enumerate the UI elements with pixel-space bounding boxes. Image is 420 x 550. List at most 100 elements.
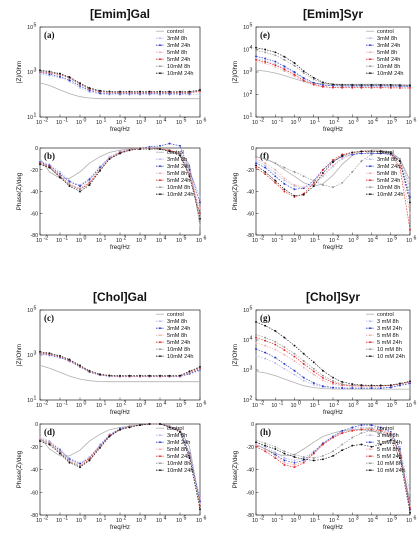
x-tick-exponent: 1 (104, 401, 107, 407)
data-point (188, 457, 191, 460)
data-point (274, 168, 277, 171)
legend-marker (159, 448, 161, 451)
legend-entry: 10 mM 24h (377, 354, 405, 360)
x-tick-label: 10 (252, 238, 258, 244)
x-tick-exponent: 5 (184, 401, 187, 407)
data-point (409, 511, 411, 514)
data-point (179, 431, 181, 433)
data-point (321, 172, 324, 174)
y-tick-label: -40 (247, 190, 255, 196)
x-tick-exponent: 3 (356, 401, 359, 407)
y-tick-label: -80 (247, 233, 255, 239)
data-point (341, 181, 344, 184)
data-point (312, 361, 315, 364)
data-point (370, 86, 373, 89)
data-point (179, 144, 181, 147)
data-point (283, 55, 286, 58)
x-tick-exponent: -2 (44, 401, 49, 407)
y-tick-exponent: 5 (34, 306, 37, 312)
data-point (99, 169, 101, 172)
data-point (409, 380, 411, 383)
data-point (255, 60, 257, 63)
x-tick-label: 10 (291, 120, 297, 126)
x-tick-exponent: 2 (124, 401, 127, 407)
x-tick-exponent: 0 (84, 401, 87, 407)
data-point (255, 55, 257, 58)
data-point (79, 86, 81, 89)
series-10-mm-24h (255, 438, 411, 514)
data-point (255, 354, 257, 357)
legend-marker (369, 334, 371, 337)
data-point (341, 443, 344, 446)
y-tick-label: -60 (31, 490, 39, 496)
series-line (39, 147, 201, 198)
data-point (68, 185, 71, 188)
y-axis-label: |Z|/Ohm (232, 61, 239, 83)
data-point (409, 86, 411, 89)
y-tick-label: 10 (243, 368, 249, 374)
x-tick-exponent: 4 (164, 236, 167, 242)
data-point (302, 175, 305, 178)
data-point (312, 457, 315, 460)
data-point (341, 83, 344, 86)
legend-entry: control (167, 426, 184, 432)
data-point (264, 48, 267, 51)
x-tick-exponent: 2 (337, 236, 340, 242)
data-point (168, 374, 171, 377)
data-point (99, 89, 101, 92)
x-tick-label: 10 (176, 518, 182, 524)
data-point (360, 387, 363, 390)
data-point (255, 57, 257, 60)
data-point (264, 324, 267, 327)
data-point (119, 428, 121, 431)
x-tick-label: 10 (387, 120, 393, 126)
data-point (341, 154, 344, 157)
x-tick-label: 10 (56, 518, 62, 524)
data-point (283, 188, 286, 191)
x-tick-exponent: 6 (204, 516, 207, 522)
legend-entry: 10mM 8h (377, 64, 400, 70)
y-tick-label: 10 (27, 353, 33, 359)
panel-title: [Chol]Syr (306, 290, 360, 304)
y-tick-label: -40 (31, 190, 39, 196)
data-point (312, 83, 315, 86)
series-10-mm-8h (255, 429, 411, 503)
data-point (398, 448, 401, 450)
data-point (168, 142, 171, 145)
data-point (168, 150, 171, 153)
data-point (398, 457, 401, 460)
x-tick-label: 10 (56, 238, 62, 244)
data-point (48, 352, 51, 355)
data-point (68, 80, 71, 83)
data-point (321, 84, 324, 86)
y-tick-label: -20 (31, 445, 39, 451)
data-point (128, 90, 131, 93)
series-10mm-24h (255, 150, 411, 204)
data-point (264, 357, 267, 360)
legend-marker (369, 65, 371, 68)
data-point (351, 436, 354, 439)
panel-label: (f) (260, 151, 269, 161)
data-point (48, 443, 51, 446)
data-point (321, 443, 324, 446)
data-point (321, 454, 324, 457)
data-point (283, 362, 286, 365)
x-tick-label: 10 (329, 403, 335, 409)
x-tick-label: 10 (196, 403, 202, 409)
data-point (108, 90, 111, 93)
data-point (370, 387, 373, 390)
series-10mm-24h (39, 69, 201, 93)
data-point (332, 436, 334, 439)
x-tick-label: 10 (96, 120, 102, 126)
y-tick-label: 0 (35, 146, 38, 152)
data-point (255, 336, 257, 339)
legend-entry: 10mM 8h (167, 347, 190, 353)
x-tick-exponent: 2 (337, 516, 340, 522)
y-tick-exponent: 5 (250, 23, 253, 29)
x-tick-label: 10 (252, 403, 258, 409)
x-tick-exponent: 0 (298, 118, 301, 124)
legend-entry: 5 mM 8h (377, 447, 399, 453)
x-axis-label: freq/Hz (110, 244, 130, 251)
data-point (360, 150, 363, 153)
data-point (283, 461, 286, 464)
